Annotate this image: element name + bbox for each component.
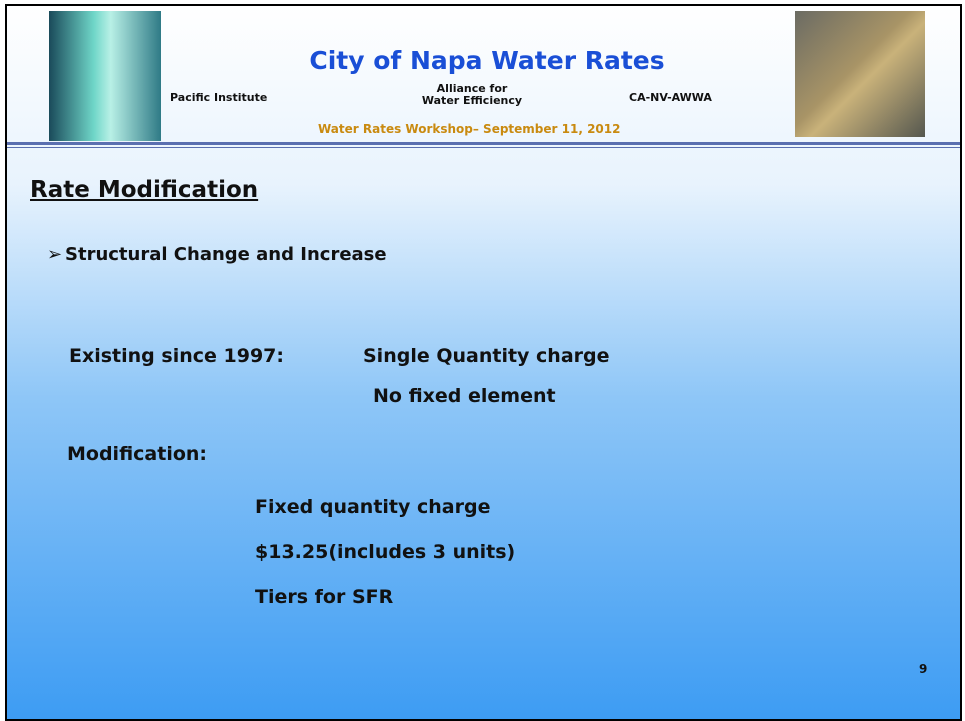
subtitle: Water Rates Workshop– September 11, 2012 (318, 122, 621, 136)
heading: Rate Modification (30, 177, 259, 203)
bullet-marker: ➢ (47, 244, 63, 265)
item: Tiers for SFR (255, 586, 394, 608)
photo-left (49, 11, 161, 141)
page-number: 9 (919, 662, 928, 676)
org: CA-NV-AWWA (629, 91, 712, 104)
rule (7, 142, 960, 145)
org: Pacific Institute (170, 91, 268, 104)
bullet: Structural Change and Increase (65, 244, 387, 265)
text: Single Quantity charge (363, 345, 610, 367)
org: Alliance for Water Efficiency (421, 82, 523, 107)
item: $13.25(includes 3 units) (255, 541, 516, 563)
title: City of Napa Water Rates (309, 46, 665, 75)
label: Modification: (67, 443, 208, 465)
photo-right (795, 11, 925, 137)
rule (7, 147, 960, 148)
item: Fixed quantity charge (255, 496, 491, 518)
label: Existing since 1997: (69, 345, 284, 367)
text: No fixed element (373, 385, 556, 407)
slide: City of Napa Water Rates Pacific Institu… (5, 4, 962, 721)
